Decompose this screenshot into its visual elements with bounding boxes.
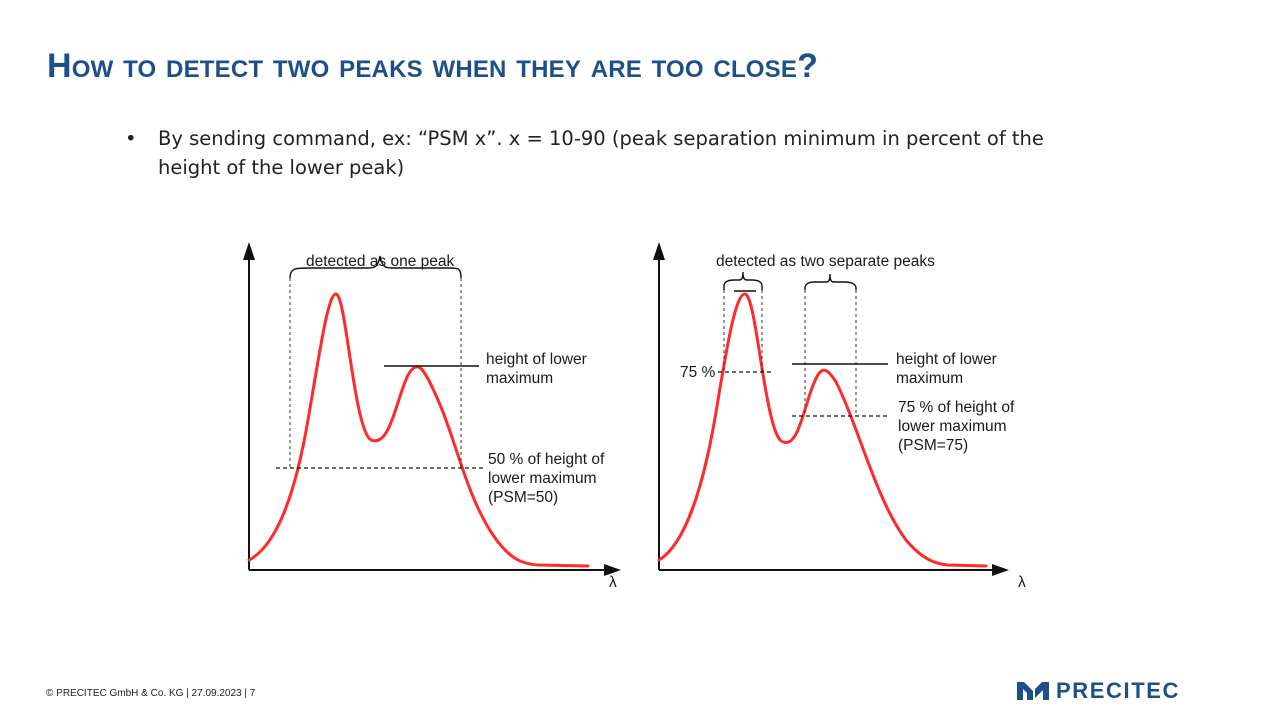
- bracket-one-peak: [289, 255, 462, 279]
- x-axis-label: λ: [609, 574, 617, 591]
- bullet-item: • By sending command, ex: “PSM x”. x = 1…: [125, 124, 1065, 182]
- threshold-label-1: 75 % of height of: [898, 399, 1015, 416]
- bracket-peak-2: [804, 273, 857, 290]
- x-axis-arrow-icon: [604, 564, 621, 576]
- threshold-label-3: (PSM=50): [488, 489, 558, 506]
- threshold-label-2: lower maximum: [898, 418, 1007, 435]
- y-axis-arrow-icon: [243, 242, 255, 260]
- threshold-label-3: (PSM=75): [898, 437, 968, 454]
- bracket-peak-1: [723, 271, 763, 290]
- bracket-label: detected as two separate peaks: [716, 253, 935, 270]
- diagram-two-peaks: λ detected as two separate peaks 75 % he…: [648, 230, 1048, 597]
- threshold-label-2: lower maximum: [488, 470, 597, 487]
- spectrum-curve: [657, 292, 988, 568]
- footer-copyright: © PRECITEC GmbH & Co. KG | 27.09.2023 | …: [46, 688, 256, 699]
- x-axis-label: λ: [1018, 574, 1026, 591]
- lower-max-label-2: maximum: [486, 370, 553, 387]
- spectrum-curve: [247, 292, 590, 568]
- precitec-logo: PRECITEC: [1016, 680, 1180, 702]
- bullet-dot-icon: •: [125, 127, 137, 150]
- bullet-text: By sending command, ex: “PSM x”. x = 10-…: [158, 127, 1044, 179]
- lower-max-label-1: height of lower: [896, 351, 997, 368]
- pct-label: 75 %: [680, 364, 716, 381]
- bracket-label: detected as one peak: [306, 253, 454, 270]
- logo-wordmark: PRECITEC: [1056, 678, 1181, 703]
- lower-max-label-2: maximum: [896, 370, 963, 387]
- diagram-one-peak-svg: λ detected as one peak height of lower m…: [243, 242, 621, 591]
- x-axis-arrow-icon: [992, 564, 1009, 576]
- slide-title: How to detect two peaks when they are to…: [47, 47, 819, 85]
- diagram-one-peak: λ detected as one peak height of lower m…: [238, 230, 638, 597]
- y-axis-arrow-icon: [653, 242, 665, 260]
- diagram-two-peaks-svg: λ detected as two separate peaks 75 % he…: [653, 242, 1026, 591]
- precitec-mark-icon: [1017, 682, 1049, 700]
- lower-max-label-1: height of lower: [486, 351, 587, 368]
- threshold-label-1: 50 % of height of: [488, 451, 605, 468]
